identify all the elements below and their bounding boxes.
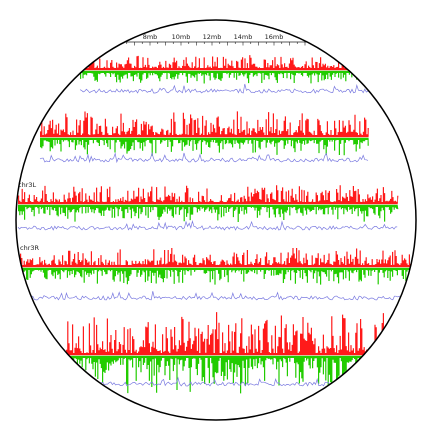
baseline-positive	[20, 265, 416, 268]
baseline-negative	[80, 70, 416, 73]
baseline-positive	[18, 202, 398, 205]
signal-positive	[40, 111, 369, 136]
chromosome-label: chr3R	[20, 244, 40, 252]
chromosome-label: chr3L	[18, 181, 37, 189]
baseline-positive	[66, 353, 414, 356]
x-tick-label: 16mb	[265, 33, 284, 41]
x-tick-label: 10mb	[172, 33, 191, 41]
tracks: chr3L chr3R	[17, 55, 416, 396]
signal-positive	[66, 312, 414, 354]
signal-negative	[40, 139, 369, 156]
x-tick-label: 8mb	[143, 33, 158, 41]
coverage-line	[17, 219, 398, 231]
signal-positive	[20, 248, 416, 266]
baseline-positive	[40, 135, 369, 138]
coverage-line	[39, 151, 369, 164]
x-tick-label: 14mb	[234, 33, 253, 41]
lens-frame	[15, 19, 417, 421]
signal-negative	[66, 357, 414, 396]
baseline-negative	[18, 204, 398, 207]
x-axis: 8mb 10mb 12mb 14mb 16mb	[118, 33, 318, 46]
signal-negative	[20, 269, 416, 286]
baseline-negative	[66, 355, 414, 358]
baseline-positive	[80, 68, 416, 71]
x-tick-label: 12mb	[203, 33, 222, 41]
track-3: chr3L	[17, 181, 399, 231]
coverage-line	[19, 290, 416, 301]
track-2	[39, 111, 369, 164]
baseline-negative	[20, 267, 416, 270]
signal-positive	[18, 185, 399, 203]
baseline-negative	[40, 137, 369, 140]
signal-negative	[18, 206, 399, 222]
track-4: chr3R	[19, 244, 416, 301]
